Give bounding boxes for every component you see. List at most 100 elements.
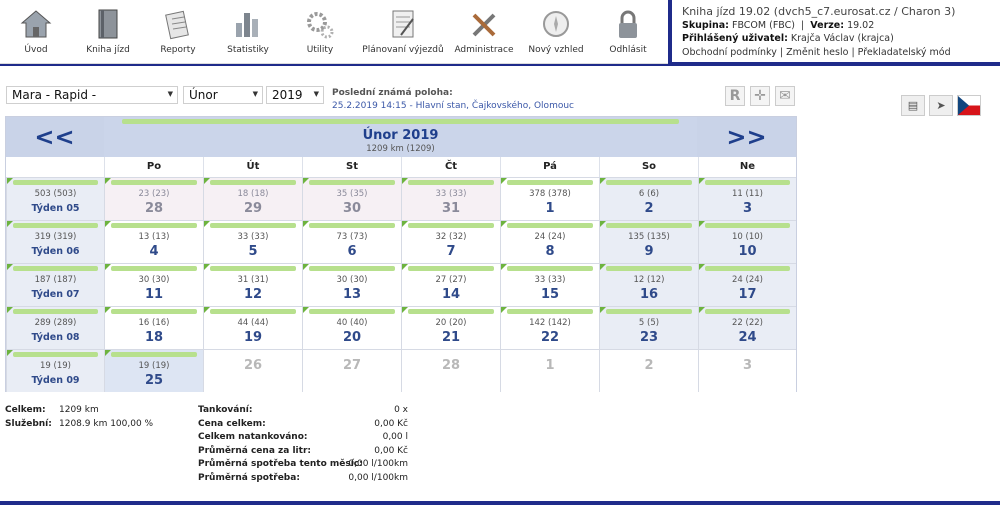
send-icon[interactable]: ➤ [929,95,953,116]
day-km: 32 (32) [435,232,467,242]
separator: | [851,46,855,58]
day-number: 19 [243,330,263,345]
day-cell[interactable]: 28 [401,349,500,392]
week-summary-cell[interactable]: 19 (19) Týden 09 [6,349,104,392]
day-progress-bar [507,266,593,271]
day-marker [402,178,408,184]
day-number: 3 [742,201,753,216]
day-progress-bar [606,309,692,314]
toolbar-statistics-button[interactable]: Statistiky [212,4,284,62]
day-marker [303,307,309,313]
toolbar-report-button[interactable]: Reporty [142,4,214,62]
day-cell[interactable]: 73 (73) 6 [302,220,401,263]
day-cell[interactable]: 27 (27) 14 [401,263,500,306]
week-summary-cell[interactable]: 503 (503) Týden 05 [6,177,104,220]
day-progress-bar [606,266,692,271]
day-cell[interactable]: 32 (32) 7 [401,220,500,263]
vehicle-select[interactable]: Mara - Rapid - ▼ [6,86,178,104]
day-cell[interactable]: 27 [302,349,401,392]
day-cell[interactable]: 20 (20) 21 [401,306,500,349]
day-cell[interactable]: 22 (22) 24 [698,306,796,349]
compass-icon [540,7,572,41]
week-summary-cell[interactable]: 319 (319) Týden 06 [6,220,104,263]
day-cell[interactable]: 3 [698,349,796,392]
mail-icon[interactable]: ✉ [775,86,795,106]
day-number: 18 [144,330,164,345]
day-cell[interactable]: 135 (135) 9 [599,220,698,263]
vehicle-value: Mara - Rapid - [12,88,97,102]
day-cell[interactable]: 2 [599,349,698,392]
day-marker [204,178,210,184]
day-cell[interactable]: 378 (378) 1 [500,177,599,220]
toolbar-lock-button[interactable]: Odhlásit [592,4,664,62]
day-marker [699,221,705,227]
day-marker [105,350,111,356]
czech-flag-icon[interactable] [957,95,981,116]
day-cell[interactable]: 33 (33) 15 [500,263,599,306]
next-month-button[interactable]: >> [726,123,767,151]
day-progress-bar [111,223,197,228]
day-cell[interactable]: 24 (24) 17 [698,263,796,306]
toolbar-planning-button[interactable]: Plánovaní výjezdů [358,4,448,62]
link-change-password[interactable]: Změnit heslo [786,46,849,58]
day-cell[interactable]: 1 [500,349,599,392]
week-summary-cell[interactable]: 289 (289) Týden 08 [6,306,104,349]
day-km: 73 (73) [336,232,368,242]
day-cell[interactable]: 18 (18) 29 [203,177,302,220]
day-cell[interactable]: 23 (23) 28 [104,177,203,220]
day-km: 18 (18) [237,189,269,199]
day-marker [105,178,111,184]
statistics-icon [232,7,264,41]
day-cell[interactable]: 31 (31) 12 [203,263,302,306]
month-select[interactable]: Únor ▼ [183,86,263,104]
toolbar-gears-button[interactable]: Utility [284,4,356,62]
day-cell[interactable]: 40 (40) 20 [302,306,401,349]
toolbar-book-button[interactable]: Kniha jízd [72,4,144,62]
week-km: 187 (187) [34,275,77,285]
toolbar-compass-button[interactable]: Nový vzhled [520,4,592,62]
link-terms[interactable]: Obchodní podmínky [682,46,777,58]
r-icon[interactable]: R [725,86,745,106]
day-cell[interactable]: 142 (142) 22 [500,306,599,349]
week-marker [7,178,13,184]
day-km: 33 (33) [237,232,269,242]
day-cell[interactable]: 33 (33) 5 [203,220,302,263]
day-cell[interactable]: 6 (6) 2 [599,177,698,220]
day-cell[interactable]: 13 (13) 4 [104,220,203,263]
day-cell[interactable]: 30 (30) 11 [104,263,203,306]
year-select[interactable]: 2019 ▼ [266,86,324,104]
day-cell[interactable]: 16 (16) 18 [104,306,203,349]
chevron-down-icon: ▼ [313,90,319,98]
day-cell[interactable]: 12 (12) 16 [599,263,698,306]
day-progress-bar [111,180,197,185]
day-cell[interactable]: 5 (5) 23 [599,306,698,349]
day-cell[interactable]: 44 (44) 19 [203,306,302,349]
day-header-6: Ne [698,157,796,177]
day-cell[interactable]: 30 (30) 13 [302,263,401,306]
day-cell[interactable]: 10 (10) 10 [698,220,796,263]
stat-value: 0,00 Kč [374,445,408,456]
day-cell[interactable]: 26 [203,349,302,392]
last-position-value[interactable]: 25.2.2019 14:15 - Hlavní stan, Čajkovské… [332,101,574,111]
crosshair-icon[interactable]: ✛ [750,86,770,106]
prev-month-button[interactable]: << [34,123,75,151]
day-progress-bar [408,309,494,314]
week-summary-cell[interactable]: 187 (187) Týden 07 [6,263,104,306]
day-number: 1 [545,201,555,216]
day-cell[interactable]: 11 (11) 3 [698,177,796,220]
day-cell[interactable]: 33 (33) 31 [401,177,500,220]
session-info: Kniha jízd 19.02 (dvch5_c7.eurosat.cz / … [668,0,1000,66]
link-translator-mode[interactable]: Překladatelský mód [857,46,951,58]
toolbar-home-button[interactable]: Úvod [0,4,72,62]
day-marker [501,221,507,227]
day-km: 19 (19) [138,361,170,371]
week-marker [7,221,13,227]
day-cell[interactable]: 24 (24) 8 [500,220,599,263]
toolbar-tools-button[interactable]: Administrace [448,4,520,62]
toolbar-label: Utility [306,45,334,55]
day-cell[interactable]: 19 (19) 25 [104,349,203,392]
list-icon[interactable]: ▤ [901,95,925,116]
stat-row: Průměrná spotřeba tento měsíc: 0,00 l/100… [198,458,408,472]
toolbar-label: Administrace [454,45,514,55]
day-cell[interactable]: 35 (35) 30 [302,177,401,220]
